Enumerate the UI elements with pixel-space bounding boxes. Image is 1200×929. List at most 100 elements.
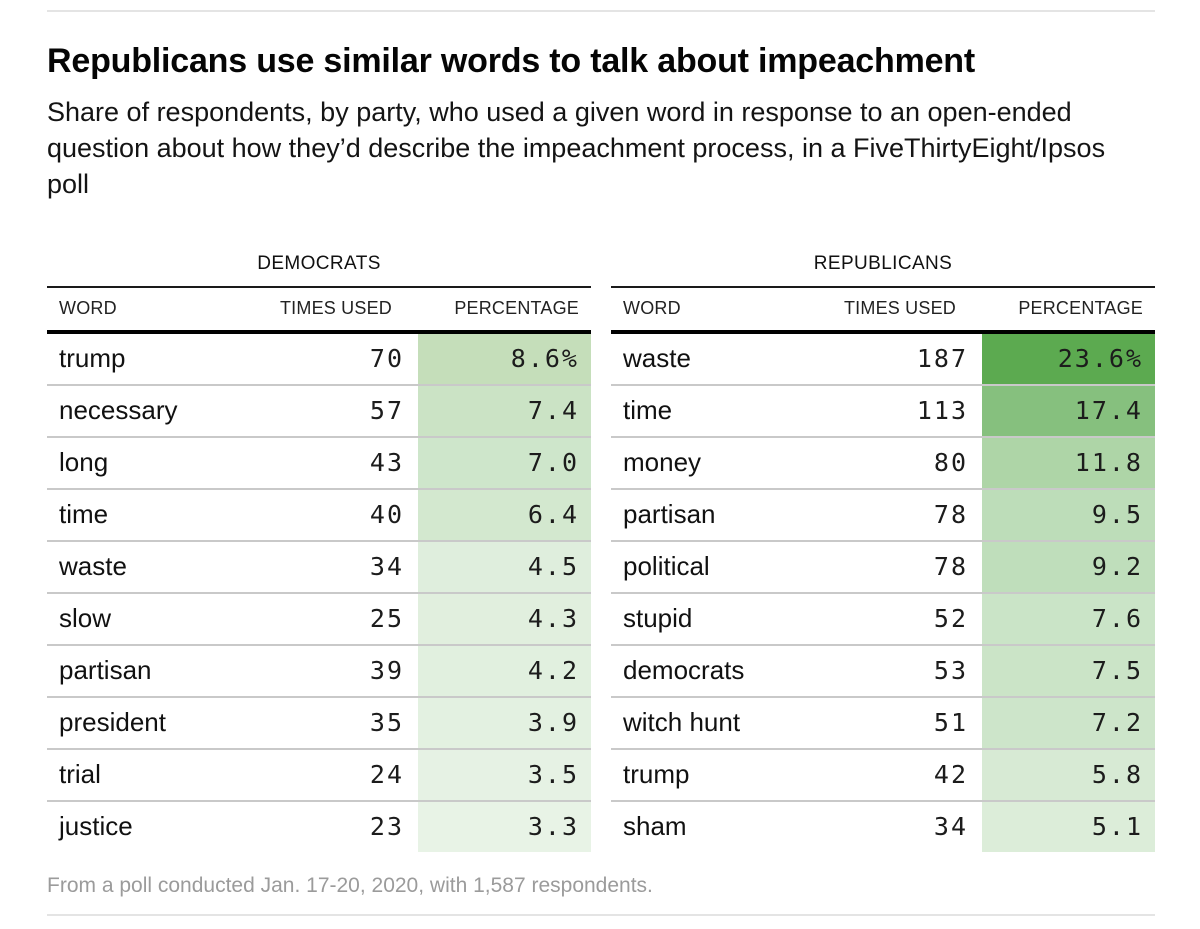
percentage-cell: 5.8: [982, 749, 1155, 800]
table-row: time 40 6.4: [47, 487, 591, 540]
times-used-cell: 23: [369, 812, 404, 842]
word-cell: political: [623, 551, 710, 582]
table-row: time 113 17.4: [611, 383, 1155, 436]
column-header-percentage: PERCENTAGE: [454, 298, 579, 319]
percentage-cell: 6.4: [418, 489, 591, 540]
table-row: witch hunt 51 7.2: [611, 695, 1155, 748]
word-cell: money: [623, 447, 702, 478]
times-used-cell: 24: [369, 760, 404, 790]
times-used-cell: 43: [369, 448, 404, 478]
word-cell: justice: [59, 811, 133, 842]
percentage-cell: 4.5: [418, 541, 591, 592]
percentage-cell: 23.6%: [982, 333, 1155, 384]
percentage-cell: 3.9: [418, 697, 591, 748]
word-cell: slow: [59, 603, 112, 634]
word-cell: long: [59, 447, 109, 478]
group-label-republicans: REPUBLICANS: [611, 253, 1155, 288]
table-body-republicans: waste 187 23.6% time 113 17.4 money 80 11.8 parti…: [611, 333, 1155, 852]
table-row: partisan 39 4.2: [47, 643, 591, 696]
word-cell: waste: [623, 343, 691, 374]
times-used-cell: 78: [933, 552, 968, 582]
word-cell: partisan: [59, 655, 152, 686]
chart-title: Republicans use similar words to talk ab…: [47, 42, 976, 80]
word-cell: trump: [59, 343, 126, 374]
table-row: political 78 9.2: [611, 539, 1155, 592]
table-row: waste 187 23.6%: [611, 333, 1155, 384]
percentage-cell: 7.2: [982, 697, 1155, 748]
times-used-cell: 51: [933, 708, 968, 738]
percentage-cell: 7.5: [982, 645, 1155, 696]
column-header-word: WORD: [623, 298, 681, 319]
percentage-cell: 9.2: [982, 541, 1155, 592]
column-header-row: WORD TIMES USED PERCENTAGE: [611, 288, 1155, 334]
times-used-cell: 113: [916, 396, 968, 426]
percentage-cell: 5.1: [982, 801, 1155, 852]
column-header-percentage: PERCENTAGE: [1018, 298, 1143, 319]
times-used-cell: 70: [369, 344, 404, 374]
word-cell: time: [59, 499, 109, 530]
table-row: trump 70 8.6%: [47, 333, 591, 384]
times-used-cell: 53: [933, 656, 968, 686]
word-cell: democrats: [623, 655, 745, 686]
times-used-cell: 34: [369, 552, 404, 582]
table-row: democrats 53 7.5: [611, 643, 1155, 696]
column-header-row: WORD TIMES USED PERCENTAGE: [47, 288, 591, 334]
percentage-cell: 17.4: [982, 385, 1155, 436]
table-row: necessary 57 7.4: [47, 383, 591, 436]
word-cell: necessary: [59, 395, 178, 426]
times-used-cell: 80: [933, 448, 968, 478]
word-cell: president: [59, 707, 166, 738]
table-row: trump 42 5.8: [611, 747, 1155, 800]
percentage-cell: 9.5: [982, 489, 1155, 540]
table-row: long 43 7.0: [47, 435, 591, 488]
table-row: president 35 3.9: [47, 695, 591, 748]
table-row: money 80 11.8: [611, 435, 1155, 488]
percentage-cell: 7.6: [982, 593, 1155, 644]
table-row: stupid 52 7.6: [611, 591, 1155, 644]
word-cell: sham: [623, 811, 687, 842]
column-header-word: WORD: [59, 298, 117, 319]
percentage-cell: 11.8: [982, 437, 1155, 488]
times-used-cell: 187: [916, 344, 968, 374]
word-cell: time: [623, 395, 673, 426]
column-header-times-used: TIMES USED: [279, 298, 392, 319]
times-used-cell: 34: [933, 812, 968, 842]
tables-region: DEMOCRATS WORD TIMES USED PERCENTAGE tru…: [47, 253, 1155, 852]
word-cell: trump: [623, 759, 690, 790]
footnote: From a poll conducted Jan. 17-20, 2020, …: [47, 873, 653, 897]
table-row: partisan 78 9.5: [611, 487, 1155, 540]
party-table-republicans: REPUBLICANS WORD TIMES USED PERCENTAGE w…: [611, 253, 1155, 852]
group-label-democrats: DEMOCRATS: [47, 253, 591, 288]
table-row: sham 34 5.1: [611, 799, 1155, 852]
word-cell: trial: [59, 759, 101, 790]
table-body-democrats: trump 70 8.6% necessary 57 7.4 long 43 7.0 time 40…: [47, 333, 591, 852]
times-used-cell: 39: [369, 656, 404, 686]
word-cell: witch hunt: [623, 707, 741, 738]
times-used-cell: 42: [933, 760, 968, 790]
word-cell: partisan: [623, 499, 716, 530]
table-row: slow 25 4.3: [47, 591, 591, 644]
times-used-cell: 52: [933, 604, 968, 634]
percentage-cell: 3.3: [418, 801, 591, 852]
bottom-divider: [47, 913, 1155, 916]
column-header-times-used: TIMES USED: [843, 298, 956, 319]
table-row: justice 23 3.3: [47, 799, 591, 852]
percentage-cell: 4.3: [418, 593, 591, 644]
percentage-cell: 8.6%: [418, 333, 591, 384]
times-used-cell: 57: [369, 396, 404, 426]
times-used-cell: 78: [933, 500, 968, 530]
times-used-cell: 25: [369, 604, 404, 634]
party-table-democrats: DEMOCRATS WORD TIMES USED PERCENTAGE tru…: [47, 253, 591, 852]
word-cell: stupid: [623, 603, 693, 634]
percentage-cell: 7.4: [418, 385, 591, 436]
word-cell: waste: [59, 551, 127, 582]
times-used-cell: 35: [369, 708, 404, 738]
chart-subtitle: Share of respondents, by party, who used…: [47, 97, 1106, 199]
percentage-cell: 4.2: [418, 645, 591, 696]
top-divider: [47, 10, 1155, 12]
percentage-cell: 3.5: [418, 749, 591, 800]
times-used-cell: 40: [369, 500, 404, 530]
table-row: trial 24 3.5: [47, 747, 591, 800]
percentage-cell: 7.0: [418, 437, 591, 488]
chart-card: Republicans use similar words to talk ab…: [0, 10, 1200, 916]
